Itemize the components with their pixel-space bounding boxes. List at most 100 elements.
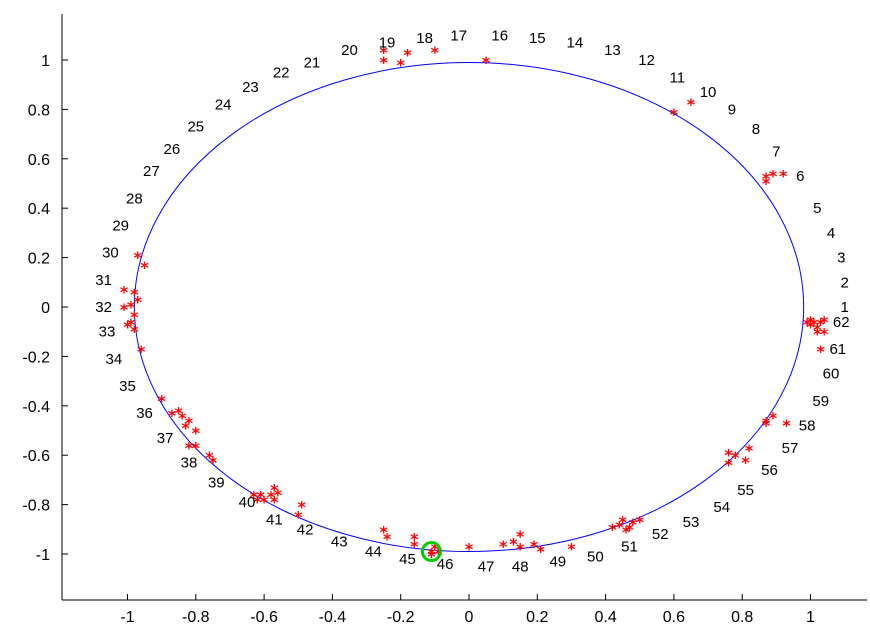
data-point-star: * xyxy=(516,540,525,559)
point-number-label: 30 xyxy=(102,245,119,262)
point-number-label: 45 xyxy=(399,551,416,568)
data-point-star: * xyxy=(120,283,129,302)
x-ticks: -1 -0.8 -0.6 -0.4 -0.2 0 0.2 0.4 0.6 0.8 1 xyxy=(120,594,815,626)
data-point-star: * xyxy=(175,404,184,423)
data-point-star: * xyxy=(762,416,771,435)
data-point-star: * xyxy=(134,293,143,312)
data-point-star: * xyxy=(806,317,815,336)
y-ticks: -1 -0.8 -0.6 -0.4 -0.2 0 0.2 0.4 0.6 0.8 1 xyxy=(22,53,68,564)
data-point-star: * xyxy=(256,488,265,507)
point-number-label: 32 xyxy=(95,299,112,316)
point-number-label: 10 xyxy=(700,84,717,101)
data-point-star: * xyxy=(782,416,791,435)
point-number-label: 54 xyxy=(713,499,730,516)
point-number-label: 48 xyxy=(512,558,529,575)
data-point-star: * xyxy=(267,488,276,507)
y-tick-label: -0.8 xyxy=(22,498,50,515)
data-point-star: * xyxy=(537,542,546,561)
point-number-label: 60 xyxy=(823,366,840,383)
point-number-label: 43 xyxy=(331,534,348,551)
y-tick-label: 0.6 xyxy=(28,152,50,169)
point-number-label: 25 xyxy=(187,119,204,136)
data-point-star: * xyxy=(779,167,788,186)
point-number-label: 23 xyxy=(242,79,259,96)
point-number-label: 49 xyxy=(549,553,566,570)
point-number-label: 22 xyxy=(273,64,290,81)
x-tick-label: 0.8 xyxy=(731,609,753,626)
data-point-star: * xyxy=(127,315,136,334)
point-number-label: 41 xyxy=(266,511,283,528)
x-tick-label: 0.2 xyxy=(526,609,548,626)
point-number-label: 9 xyxy=(728,101,736,118)
data-point-star: * xyxy=(157,391,166,410)
x-tick-label: -0.2 xyxy=(387,609,415,626)
data-point-star: * xyxy=(130,285,139,304)
y-tick-label: -1 xyxy=(36,547,50,564)
x-tick-label: -0.8 xyxy=(182,609,210,626)
data-point-star: * xyxy=(618,512,627,531)
series-layer: ****** *** ** ************** **** ***********… xyxy=(120,43,829,566)
point-number-label: 26 xyxy=(164,141,181,158)
point-number-label: 46 xyxy=(437,556,454,573)
x-tick-label: 0.4 xyxy=(594,609,616,626)
point-number-label: 36 xyxy=(136,405,153,422)
point-number-label: 42 xyxy=(297,521,314,538)
x-tick-label: -0.6 xyxy=(250,609,278,626)
data-point-star: * xyxy=(625,520,634,539)
data-point-star: * xyxy=(803,315,812,334)
point-number-label: 24 xyxy=(215,96,232,113)
point-number-label: 20 xyxy=(341,42,358,59)
data-point-star: * xyxy=(724,446,733,465)
data-point-star: * xyxy=(134,248,143,267)
data-point-star: * xyxy=(431,540,440,559)
data-point-star: * xyxy=(762,174,771,193)
data-point-star: * xyxy=(410,530,419,549)
data-point-star: * xyxy=(762,169,771,188)
data-point-star: * xyxy=(140,258,149,277)
point-number-label: 57 xyxy=(782,440,799,457)
data-point-star: * xyxy=(482,53,491,72)
point-number-label: 5 xyxy=(813,200,821,217)
y-tick-label: 0 xyxy=(41,300,50,317)
data-point-star: * xyxy=(130,322,139,341)
point-number-label: 47 xyxy=(478,558,495,575)
point-number-label: 11 xyxy=(670,69,686,86)
point-number-label: 31 xyxy=(95,272,112,289)
data-point-star: * xyxy=(509,535,518,554)
data-point-star: * xyxy=(615,517,624,536)
data-point-star: * xyxy=(397,55,406,74)
point-number-label: 19 xyxy=(379,35,396,52)
data-point-star: * xyxy=(168,406,177,425)
data-point-star: * xyxy=(731,448,740,467)
data-point-star: * xyxy=(137,342,146,361)
data-point-star: * xyxy=(427,545,436,564)
point-number-label: 6 xyxy=(796,168,804,185)
data-point-star: * xyxy=(383,530,392,549)
data-point-star: * xyxy=(410,537,419,556)
data-point-star: * xyxy=(250,488,259,507)
data-point-star: * xyxy=(813,320,822,339)
data-point-star: * xyxy=(810,315,819,334)
data-point-star: * xyxy=(724,456,733,475)
data-point-star: * xyxy=(762,414,771,433)
point-number-label: 59 xyxy=(812,393,829,410)
y-tick-label: 0.4 xyxy=(28,201,50,218)
data-point-star: * xyxy=(192,424,201,443)
data-point-star: * xyxy=(178,409,187,428)
y-tick-label: 0.2 xyxy=(28,251,50,268)
data-point-star: * xyxy=(185,414,194,433)
point-number-label: 2 xyxy=(840,274,848,291)
data-point-star: * xyxy=(629,515,638,534)
data-point-star: * xyxy=(123,317,132,336)
number-annotations: 1234567891011121314151617181920212223242… xyxy=(95,27,849,575)
point-number-label: 3 xyxy=(837,250,845,267)
point-number-label: 55 xyxy=(737,482,754,499)
point-number-label: 28 xyxy=(126,190,143,207)
point-number-label: 38 xyxy=(181,455,198,472)
point-number-label: 15 xyxy=(529,30,546,47)
data-point-star: * xyxy=(516,527,525,546)
data-point-star: * xyxy=(379,43,388,62)
point-number-label: 13 xyxy=(604,42,621,59)
data-point-star: * xyxy=(465,540,474,559)
data-point-star: * xyxy=(820,325,829,344)
